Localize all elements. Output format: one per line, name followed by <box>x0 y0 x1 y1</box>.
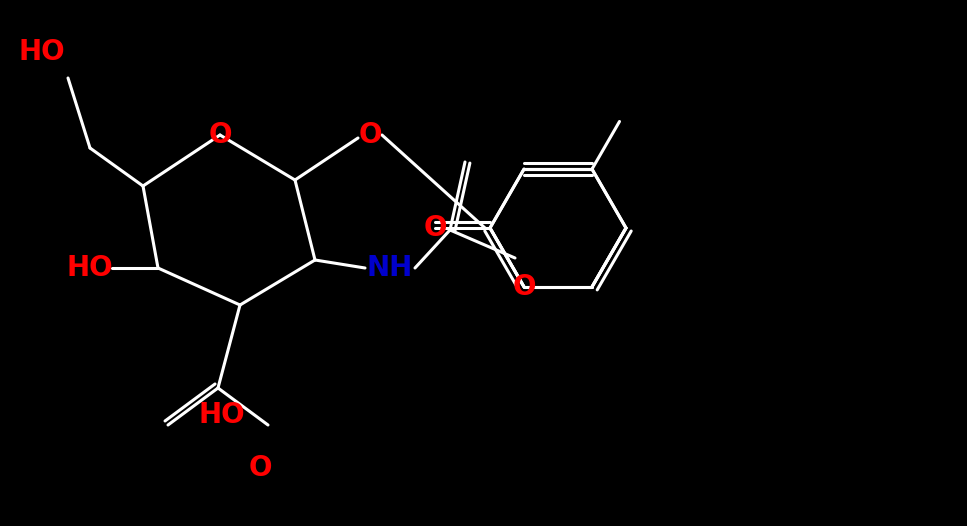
Text: NH: NH <box>366 254 413 282</box>
Text: HO: HO <box>198 401 246 429</box>
Text: O: O <box>513 273 536 301</box>
Text: O: O <box>208 121 232 149</box>
Text: HO: HO <box>18 38 66 66</box>
Text: O: O <box>358 121 382 149</box>
Text: HO: HO <box>67 254 113 282</box>
Text: O: O <box>424 214 447 242</box>
Text: O: O <box>249 454 272 482</box>
